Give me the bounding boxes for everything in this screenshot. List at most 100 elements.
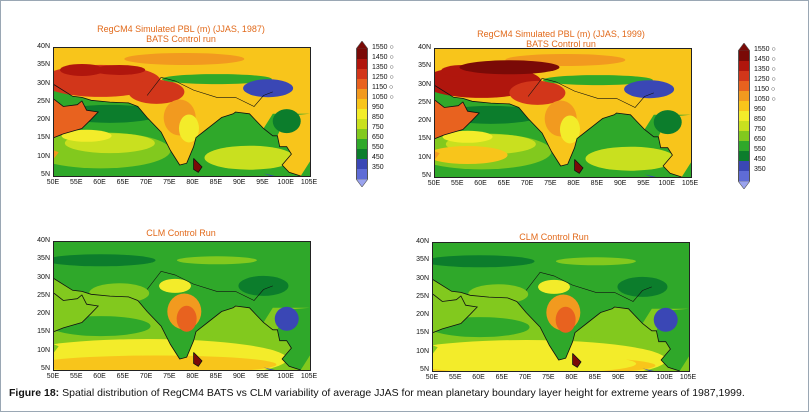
- caption-text: Spatial distribution of RegCM4 BATS vs C…: [59, 387, 745, 399]
- panel-4-map: [432, 242, 690, 372]
- colorbar-cell: [738, 171, 750, 181]
- north-darkgreen: [54, 254, 156, 267]
- colorbar-label: 1250 ○: [754, 76, 776, 83]
- x-tick-label: 70E: [518, 374, 532, 381]
- x-tick-label: 95E: [635, 374, 648, 381]
- thar-hot-core: [509, 80, 566, 105]
- peninsula-red: [176, 305, 197, 332]
- x-tick-label: 65E: [116, 179, 130, 186]
- coastline: [54, 84, 301, 176]
- colorbar-label: 1550 ○: [372, 44, 394, 51]
- colorbar-label: 850: [372, 114, 384, 121]
- ocean-orange-band: [54, 355, 277, 370]
- colorbar-label: 650: [372, 134, 384, 141]
- colorbar-cell: [356, 139, 368, 149]
- x-tick-label: 90E: [232, 179, 246, 186]
- ocean-yellow-band-2: [433, 353, 637, 371]
- y-tick-label: 15N: [416, 329, 429, 337]
- x-tick-label: 80E: [565, 374, 578, 381]
- colorbar-label: 1050 ○: [372, 94, 394, 101]
- indochina-blue: [274, 306, 299, 331]
- panel-2-title-line1: RegCM4 Simulated PBL (m) (JJAS, 1999): [477, 29, 645, 39]
- colorbar-cell: [738, 111, 750, 121]
- y-tick-label: 30N: [37, 79, 50, 87]
- x-tick-label: 105E: [681, 180, 699, 187]
- coastline-srilanka: [572, 353, 582, 368]
- bay-green: [584, 320, 635, 341]
- colorbar-cell: [738, 141, 750, 151]
- x-tick-label: 105E: [300, 373, 318, 380]
- x-tick-label: 95E: [256, 373, 269, 380]
- y-tick-label: 20N: [418, 117, 431, 125]
- colorbar-top-arrow: [738, 43, 750, 51]
- panel-2-map: [434, 48, 692, 178]
- y-tick-label: 40N: [37, 43, 50, 50]
- y-tick-label: 35N: [37, 255, 50, 263]
- y-tick-label: 15N: [418, 135, 431, 143]
- figure-caption: Figure 18: Spatial distribution of RegCM…: [9, 386, 804, 400]
- tibet-blue: [624, 80, 675, 99]
- y-tick-label: 30N: [37, 273, 50, 281]
- x-tick-label: 100E: [277, 373, 294, 380]
- country-border: [525, 271, 652, 302]
- coastline: [54, 278, 301, 370]
- peninsula-red: [555, 306, 576, 333]
- x-tick-label: 85E: [588, 374, 602, 381]
- landmass-arabia: [54, 293, 99, 332]
- coastline: [435, 85, 682, 177]
- colorbar: [356, 41, 368, 187]
- colorbar-label: 450: [754, 156, 766, 163]
- colorbar-label: 1050 ○: [754, 96, 776, 103]
- sumatra-tip: [644, 174, 657, 177]
- sri-lanka: [193, 352, 202, 367]
- colorbar-cell: [356, 109, 368, 119]
- thar-hot-core: [128, 79, 185, 104]
- landmass-africa: [433, 345, 438, 371]
- coastline-srilanka: [193, 352, 203, 367]
- colorbar-cell: [738, 81, 750, 91]
- country-border: [527, 77, 654, 108]
- y-tick-label: 5N: [420, 366, 429, 373]
- landmass-africa: [54, 344, 59, 370]
- tibet-green: [617, 276, 668, 297]
- x-tick-label: 60E: [472, 374, 485, 381]
- ocean-band-yellow: [61, 129, 112, 142]
- x-tick-label: 50E: [46, 373, 60, 380]
- colorbar-label: 950: [754, 106, 766, 113]
- x-tick-label: 65E: [497, 180, 511, 187]
- y-tick-label: 5N: [41, 171, 50, 178]
- colorbar-label: 1350 ○: [754, 66, 776, 73]
- coastline: [433, 279, 680, 371]
- x-tick-label: 55E: [70, 373, 83, 380]
- x-tick-label: 65E: [495, 374, 509, 381]
- ridge-green: [555, 257, 636, 266]
- indochina-green: [653, 110, 682, 135]
- x-tick-label: 80E: [567, 180, 580, 187]
- x-tick-label: 50E: [46, 179, 60, 186]
- y-tick-label: 5N: [41, 365, 50, 372]
- panel-3-title: CLM Control Run: [21, 228, 341, 238]
- colorbar-label: 950: [372, 104, 384, 111]
- y-tick-label: 20N: [416, 311, 429, 319]
- peninsula-yellow: [559, 115, 580, 144]
- panel-4-title-line1: CLM Control Run: [519, 232, 589, 242]
- x-tick-label: 55E: [451, 180, 464, 187]
- x-tick-label: 105E: [300, 179, 318, 186]
- x-tick-label: 65E: [116, 373, 130, 380]
- panel-1-map: [53, 47, 311, 177]
- sri-lanka: [193, 158, 202, 173]
- colorbar-label: 650: [754, 136, 766, 143]
- colorbar-cell: [356, 79, 368, 89]
- y-tick-label: 25N: [37, 97, 50, 105]
- x-tick-label: 50E: [425, 374, 439, 381]
- y-tick-label: 20N: [37, 310, 50, 318]
- colorbar-label: 550: [754, 146, 766, 153]
- colorbar-cell: [356, 169, 368, 179]
- sumatra-tip: [642, 368, 655, 371]
- caption-label: Figure 18:: [9, 387, 60, 399]
- colorbar-label: 350: [754, 166, 766, 173]
- x-tick-label: 75E: [163, 373, 176, 380]
- x-tick-label: 60E: [474, 180, 487, 187]
- x-tick-label: 85E: [209, 179, 223, 186]
